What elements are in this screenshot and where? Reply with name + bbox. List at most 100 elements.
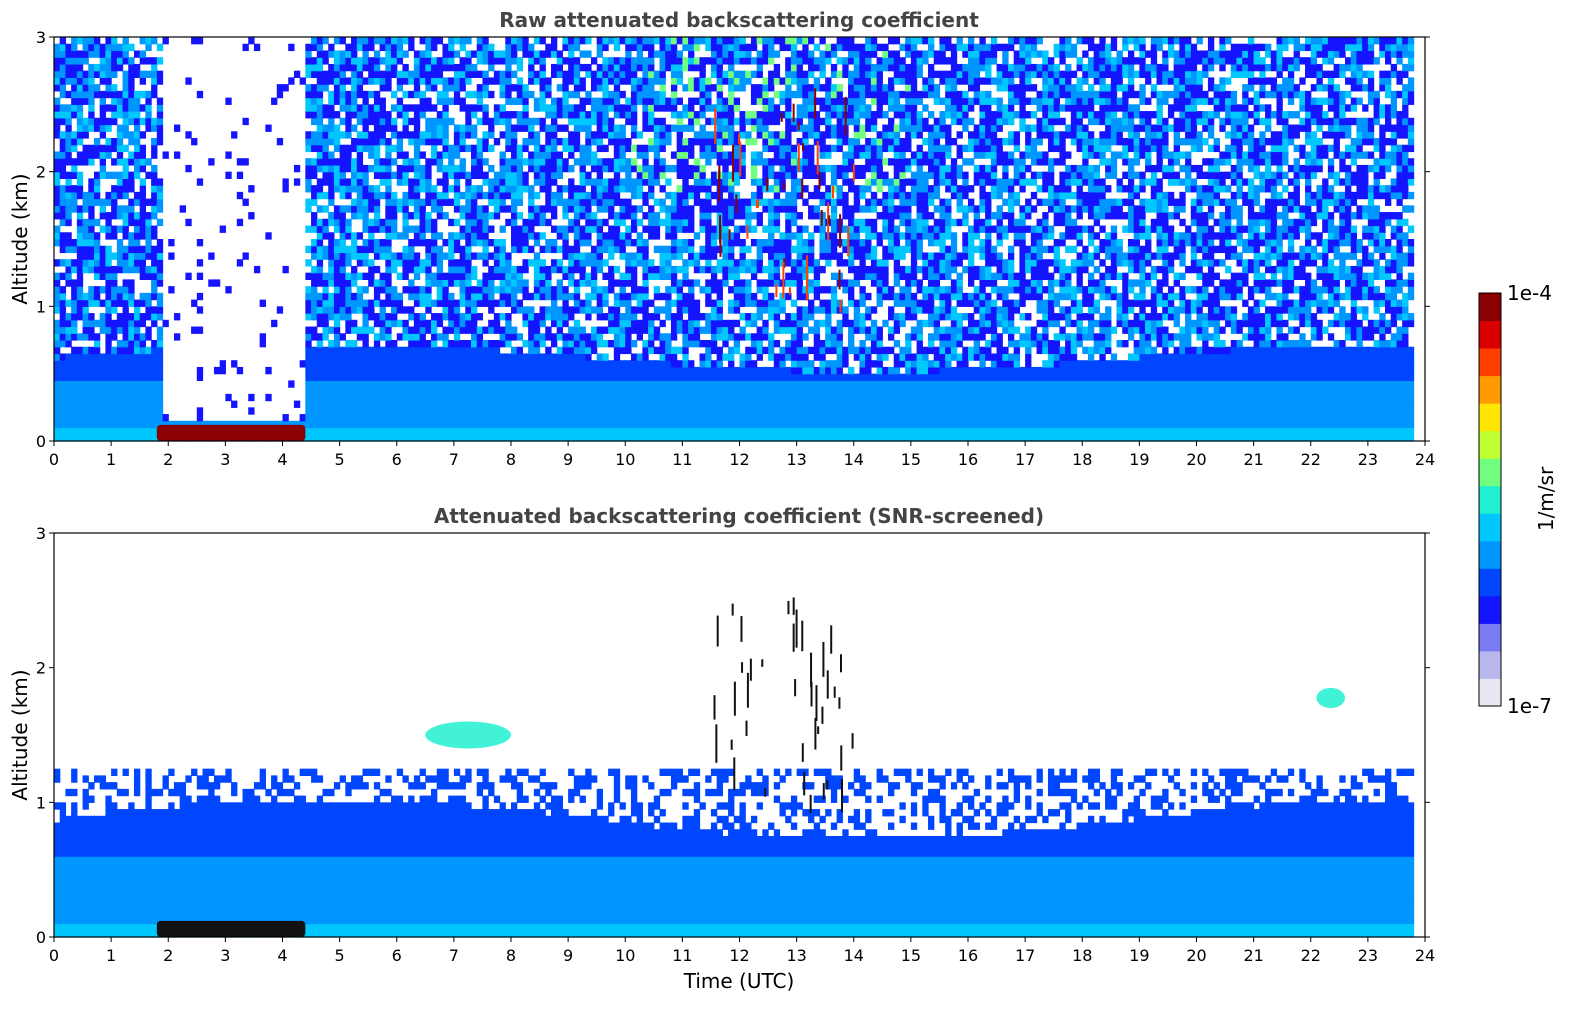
heatmap-cell bbox=[545, 90, 552, 99]
heatmap-cell bbox=[642, 373, 649, 381]
heatmap-cell bbox=[613, 245, 621, 254]
heatmap-cell bbox=[54, 185, 61, 193]
heatmap-cell bbox=[482, 393, 489, 402]
heatmap-cell bbox=[573, 138, 581, 146]
heatmap-cell bbox=[133, 218, 141, 227]
heatmap-cell bbox=[145, 245, 152, 254]
heatmap-cell bbox=[710, 225, 718, 233]
heatmap-cell bbox=[676, 205, 683, 213]
heatmap-cell bbox=[425, 158, 432, 166]
heatmap-cell bbox=[511, 97, 518, 105]
heatmap-cell bbox=[122, 340, 129, 348]
heatmap-cell bbox=[459, 164, 466, 173]
heatmap-cell bbox=[596, 225, 603, 233]
heatmap-cell bbox=[550, 124, 558, 132]
heatmap-cell bbox=[379, 171, 386, 179]
heatmap-cell bbox=[482, 340, 489, 348]
heatmap-cell bbox=[413, 77, 421, 85]
heatmap-cell bbox=[345, 77, 352, 85]
heatmap-cell bbox=[625, 104, 632, 112]
heatmap-cell bbox=[71, 414, 78, 422]
heatmap-cell bbox=[431, 387, 438, 395]
heatmap-cell bbox=[745, 265, 752, 274]
heatmap-cell bbox=[493, 299, 501, 307]
heatmap-cell bbox=[385, 164, 392, 173]
heatmap-cell bbox=[419, 37, 426, 45]
heatmap-cell bbox=[739, 205, 746, 213]
heatmap-cell bbox=[693, 117, 701, 126]
heatmap-cell bbox=[151, 63, 158, 72]
heatmap-cell bbox=[562, 57, 569, 65]
heatmap-cell bbox=[676, 252, 683, 260]
heatmap-cell bbox=[213, 420, 221, 429]
heatmap-cell bbox=[368, 218, 375, 227]
heatmap-cell bbox=[368, 198, 375, 206]
heatmap-cell bbox=[448, 171, 455, 179]
heatmap-cell bbox=[356, 131, 364, 139]
heatmap-cell bbox=[402, 259, 409, 267]
heatmap-cell bbox=[408, 353, 415, 361]
heatmap-cell bbox=[499, 225, 506, 233]
heatmap-cell bbox=[511, 346, 518, 355]
heatmap-cell bbox=[522, 37, 529, 45]
heatmap-cell bbox=[528, 232, 535, 240]
heatmap-cell bbox=[345, 420, 352, 429]
heatmap-cell bbox=[328, 427, 335, 435]
heatmap-cell bbox=[276, 90, 284, 99]
heatmap-cell bbox=[105, 63, 112, 72]
heatmap-cell bbox=[659, 353, 666, 361]
heatmap-cell bbox=[699, 212, 706, 220]
heatmap-cell bbox=[596, 63, 603, 72]
heatmap-cell bbox=[768, 306, 775, 314]
heatmap-cell bbox=[59, 319, 67, 328]
heatmap-cell bbox=[339, 333, 346, 341]
heatmap-cell bbox=[625, 427, 632, 435]
heatmap-cell bbox=[625, 346, 632, 355]
heatmap-cell bbox=[442, 414, 449, 422]
heatmap-cell bbox=[93, 178, 101, 186]
heatmap-cell bbox=[699, 57, 706, 65]
heatmap-cell bbox=[556, 353, 564, 361]
heatmap-cell bbox=[585, 292, 592, 301]
heatmap-cell bbox=[373, 164, 381, 173]
heatmap-cell bbox=[333, 319, 341, 328]
heatmap-cell bbox=[333, 313, 341, 321]
heatmap-cell bbox=[442, 393, 449, 402]
heatmap-cell bbox=[636, 373, 643, 381]
heatmap-cell bbox=[333, 279, 341, 287]
heatmap-cell bbox=[545, 353, 552, 361]
heatmap-cell bbox=[482, 420, 489, 429]
heatmap-cell bbox=[676, 131, 683, 139]
heatmap-cell bbox=[385, 252, 392, 260]
heatmap-cell bbox=[145, 299, 152, 307]
heatmap-cell bbox=[425, 360, 432, 368]
heatmap-cell bbox=[613, 158, 621, 166]
heatmap-cell bbox=[505, 340, 512, 348]
heatmap-cell bbox=[710, 434, 718, 442]
heatmap-cell bbox=[499, 414, 506, 422]
heatmap-cell bbox=[710, 171, 718, 179]
heatmap-cell bbox=[533, 366, 541, 375]
heatmap-cell bbox=[99, 50, 107, 58]
heatmap-cell bbox=[465, 239, 472, 247]
heatmap-cell bbox=[436, 164, 444, 173]
heatmap-cell bbox=[471, 70, 478, 78]
heatmap-cell bbox=[659, 333, 666, 341]
heatmap-cell bbox=[413, 434, 421, 442]
heatmap-cell bbox=[545, 131, 552, 139]
heatmap-cell bbox=[368, 191, 375, 200]
heatmap-cell bbox=[722, 353, 729, 361]
heatmap-cell bbox=[385, 427, 392, 435]
heatmap-cell bbox=[351, 407, 358, 415]
heatmap-cell bbox=[762, 414, 769, 422]
heatmap-cell bbox=[585, 373, 592, 381]
heatmap-cell bbox=[619, 239, 626, 247]
heatmap-cell bbox=[539, 84, 546, 92]
heatmap-cell bbox=[716, 393, 723, 402]
heatmap-cell bbox=[499, 191, 506, 200]
heatmap-cell bbox=[488, 225, 495, 233]
heatmap-cell bbox=[396, 50, 404, 58]
heatmap-cell bbox=[116, 387, 124, 395]
heatmap-cell bbox=[488, 400, 495, 408]
heatmap-cell bbox=[539, 434, 546, 442]
